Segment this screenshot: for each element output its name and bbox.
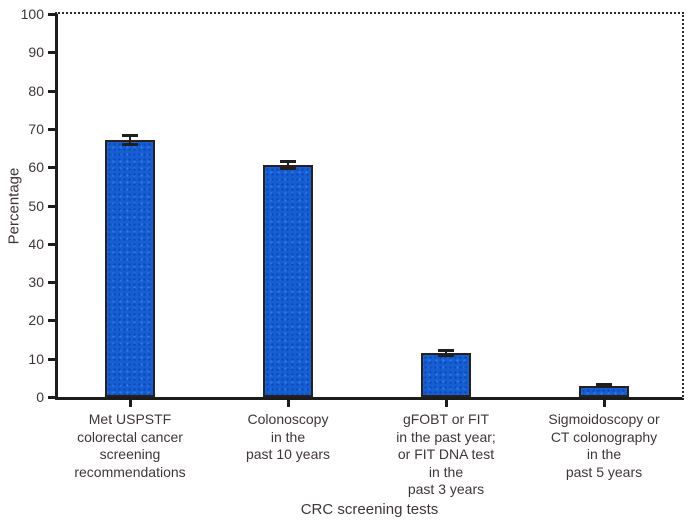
y-tick-label: 60 <box>28 159 44 176</box>
error-bar-line <box>445 349 447 357</box>
x-category-label: Colonoscopy in the past 10 years <box>245 411 331 462</box>
y-tick-label: 10 <box>28 350 44 367</box>
x-axis-tick <box>287 400 290 407</box>
y-tick-label: 90 <box>28 44 44 61</box>
error-bar-cap-top <box>438 348 454 352</box>
y-axis-tick <box>48 319 55 323</box>
error-bar-line <box>287 161 289 170</box>
y-axis-tick <box>48 357 55 361</box>
bar <box>105 140 155 397</box>
y-tick-label: 0 <box>36 389 44 405</box>
y-tick-label: 30 <box>28 274 44 291</box>
y-tick-label: 50 <box>28 197 44 214</box>
x-axis-tick <box>603 400 606 407</box>
plot-area <box>55 12 684 400</box>
y-tick-label: 20 <box>28 312 44 329</box>
x-axis-tick <box>445 400 448 407</box>
y-tick-label: 80 <box>28 82 44 99</box>
y-axis-tick <box>48 13 55 16</box>
y-tick-label: 70 <box>28 120 44 137</box>
error-bar-line <box>129 135 131 146</box>
y-axis-tick <box>48 89 55 93</box>
y-axis-tick <box>48 242 55 246</box>
y-axis-tick <box>48 127 55 131</box>
x-category-label: Sigmoidoscopy or CT colonography in the … <box>548 411 660 480</box>
bar <box>263 165 313 397</box>
y-axis-tick <box>48 51 55 55</box>
error-bar-cap-bottom <box>280 167 296 171</box>
y-axis-tick <box>48 281 55 285</box>
error-bar-cap-top <box>280 160 296 164</box>
y-tick-label: 40 <box>28 235 44 252</box>
bar <box>421 352 471 397</box>
error-bar-cap-top <box>122 134 138 138</box>
error-bar-cap-bottom <box>596 385 612 389</box>
x-axis-title: CRC screening tests <box>300 501 439 518</box>
error-bar-cap-bottom <box>122 143 138 147</box>
y-axis-tick <box>48 204 55 208</box>
x-axis-tick <box>129 400 132 407</box>
y-axis-tick <box>48 396 55 399</box>
y-tick-label: 100 <box>20 6 44 22</box>
error-bar-cap-top <box>596 382 612 386</box>
error-bar-cap-bottom <box>438 354 454 358</box>
y-axis-tick <box>48 166 55 170</box>
x-category-label: Met USPSTF colorectal cancer screening r… <box>74 411 186 480</box>
x-category-label: gFOBT or FIT in the past year; or FIT DN… <box>396 411 496 497</box>
